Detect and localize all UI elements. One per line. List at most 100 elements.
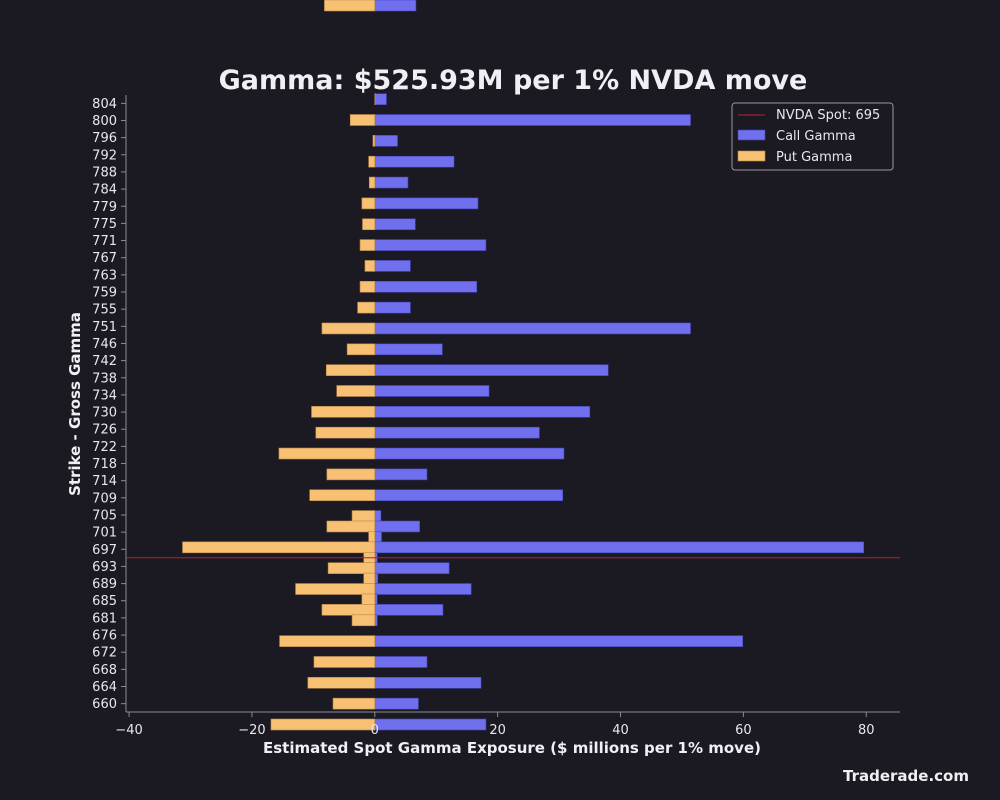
legend-swatch bbox=[737, 129, 766, 141]
y-tick-label: 804 bbox=[92, 97, 117, 112]
put-gamma-bar bbox=[372, 135, 376, 147]
put-gamma-bar bbox=[321, 604, 376, 616]
y-tick-label: 734 bbox=[92, 388, 117, 403]
call-gamma-bar bbox=[374, 520, 420, 533]
put-gamma-bar bbox=[326, 468, 376, 481]
call-gamma-bar bbox=[374, 260, 411, 272]
x-tick-label: 60 bbox=[735, 723, 752, 738]
y-tick-label: 718 bbox=[92, 457, 117, 472]
y-tick-label: 689 bbox=[92, 577, 117, 592]
call-gamma-bar bbox=[374, 93, 387, 105]
y-tick-label: 693 bbox=[92, 560, 117, 575]
put-gamma-bar bbox=[361, 197, 376, 210]
y-tick-label: 730 bbox=[92, 406, 117, 421]
put-gamma-bar bbox=[307, 677, 376, 689]
call-gamma-bar bbox=[374, 301, 411, 314]
y-tick-label: 759 bbox=[92, 286, 117, 301]
y-tick-label: 767 bbox=[92, 251, 117, 266]
y-tick-label: 685 bbox=[92, 594, 117, 609]
call-gamma-bar bbox=[374, 218, 416, 231]
y-tick-label: 763 bbox=[92, 268, 117, 283]
call-gamma-bar bbox=[374, 572, 379, 585]
call-gamma-bar bbox=[374, 604, 444, 616]
y-tick-label: 668 bbox=[92, 663, 117, 678]
bars-layer bbox=[182, 0, 865, 731]
x-tick-label: 40 bbox=[612, 723, 629, 738]
y-tick-label: 751 bbox=[92, 320, 117, 335]
call-gamma-bar bbox=[374, 583, 472, 595]
put-gamma-bar bbox=[295, 583, 376, 595]
call-gamma-bar bbox=[374, 239, 487, 251]
call-gamma-bar bbox=[374, 197, 479, 210]
put-gamma-bar bbox=[359, 280, 376, 293]
put-gamma-bar bbox=[326, 520, 376, 533]
legend-box bbox=[731, 102, 894, 171]
call-gamma-bar bbox=[374, 468, 428, 481]
call-gamma-bar bbox=[374, 656, 428, 668]
put-gamma-bar bbox=[364, 260, 376, 272]
put-gamma-bar bbox=[363, 572, 376, 585]
call-gamma-bar bbox=[374, 447, 565, 460]
put-gamma-bar bbox=[311, 406, 376, 418]
legend-spot-label: NVDA Spot: 695 bbox=[776, 108, 880, 123]
put-gamma-bar bbox=[362, 218, 376, 231]
put-gamma-bar bbox=[361, 593, 376, 606]
x-tick-label: 20 bbox=[489, 723, 506, 738]
call-gamma-bar bbox=[374, 677, 482, 689]
call-gamma-bar bbox=[374, 135, 398, 147]
y-tick-label: 788 bbox=[92, 165, 117, 180]
put-gamma-bar bbox=[357, 301, 376, 314]
put-gamma-bar bbox=[332, 697, 376, 710]
call-gamma-bar bbox=[374, 426, 540, 439]
put-gamma-bar bbox=[351, 614, 376, 627]
call-gamma-bar bbox=[374, 0, 417, 12]
legend-series-label: Call Gamma bbox=[776, 129, 856, 144]
y-tick-label: 796 bbox=[92, 131, 117, 146]
put-gamma-bar bbox=[327, 562, 376, 574]
y-tick-label: 722 bbox=[92, 440, 117, 455]
put-gamma-bar bbox=[324, 0, 376, 12]
call-gamma-bar bbox=[374, 364, 609, 376]
call-gamma-bar bbox=[374, 614, 378, 627]
y-tick-label: 784 bbox=[92, 183, 117, 198]
x-axis-label: Estimated Spot Gamma Exposure ($ million… bbox=[263, 739, 761, 757]
legend-swatch bbox=[737, 150, 766, 162]
put-gamma-bar bbox=[374, 93, 376, 105]
put-gamma-bar bbox=[278, 447, 376, 460]
put-gamma-bar bbox=[359, 239, 376, 251]
put-gamma-bar bbox=[313, 656, 376, 668]
call-gamma-bar bbox=[374, 280, 478, 293]
y-tick-label: 746 bbox=[92, 337, 117, 352]
call-gamma-bar bbox=[374, 541, 865, 554]
y-tick-label: 705 bbox=[92, 508, 117, 523]
call-gamma-bar bbox=[374, 322, 691, 335]
axes-layer: −40 −20 0 20 40 60 80 804 800 796 792 788 784 779 775 7… bbox=[92, 95, 900, 738]
x-tick-label: −40 bbox=[115, 723, 142, 738]
call-gamma-bar bbox=[374, 489, 564, 502]
call-gamma-bar bbox=[374, 635, 744, 647]
call-gamma-bar bbox=[374, 343, 443, 356]
call-gamma-bar bbox=[374, 593, 378, 606]
put-gamma-bar bbox=[309, 489, 376, 502]
put-gamma-bar bbox=[368, 176, 376, 189]
put-gamma-bar bbox=[321, 322, 376, 335]
call-gamma-bar bbox=[374, 114, 691, 126]
put-gamma-bar bbox=[349, 114, 376, 126]
put-gamma-bar bbox=[336, 385, 376, 397]
y-tick-label: 714 bbox=[92, 474, 117, 489]
y-tick-label: 664 bbox=[92, 680, 117, 695]
y-tick-label: 701 bbox=[92, 526, 117, 541]
y-tick-label: 800 bbox=[92, 114, 117, 129]
call-gamma-bar bbox=[374, 510, 382, 522]
put-gamma-bar bbox=[325, 364, 376, 376]
put-gamma-bar bbox=[270, 718, 376, 731]
call-gamma-bar bbox=[374, 562, 450, 574]
y-tick-label: 681 bbox=[92, 611, 117, 626]
call-gamma-bar bbox=[374, 176, 409, 189]
y-tick-label: 742 bbox=[92, 354, 117, 369]
y-tick-label: 771 bbox=[92, 234, 117, 249]
chart-title: Gamma: $525.93M per 1% NVDA move bbox=[219, 65, 808, 96]
y-tick-label: 738 bbox=[92, 371, 117, 386]
call-gamma-bar bbox=[374, 406, 591, 418]
